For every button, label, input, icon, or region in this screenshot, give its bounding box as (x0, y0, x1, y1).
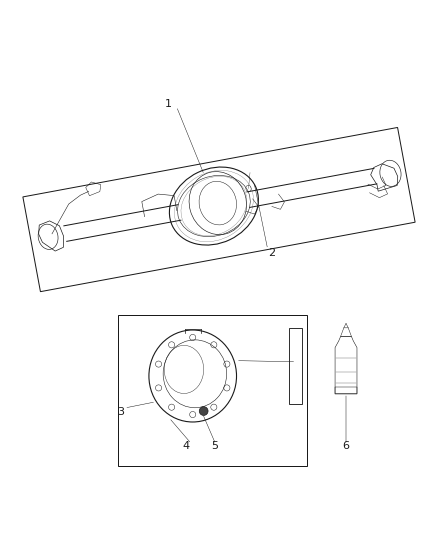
Text: 2: 2 (268, 248, 275, 259)
Ellipse shape (199, 407, 208, 415)
Text: 6: 6 (343, 441, 350, 451)
Bar (118, 314, 307, 466)
Text: 1: 1 (165, 100, 172, 109)
Bar (289, 328, 302, 405)
Text: 4: 4 (183, 441, 190, 451)
Text: 5: 5 (211, 441, 218, 451)
Text: 3: 3 (117, 407, 124, 417)
